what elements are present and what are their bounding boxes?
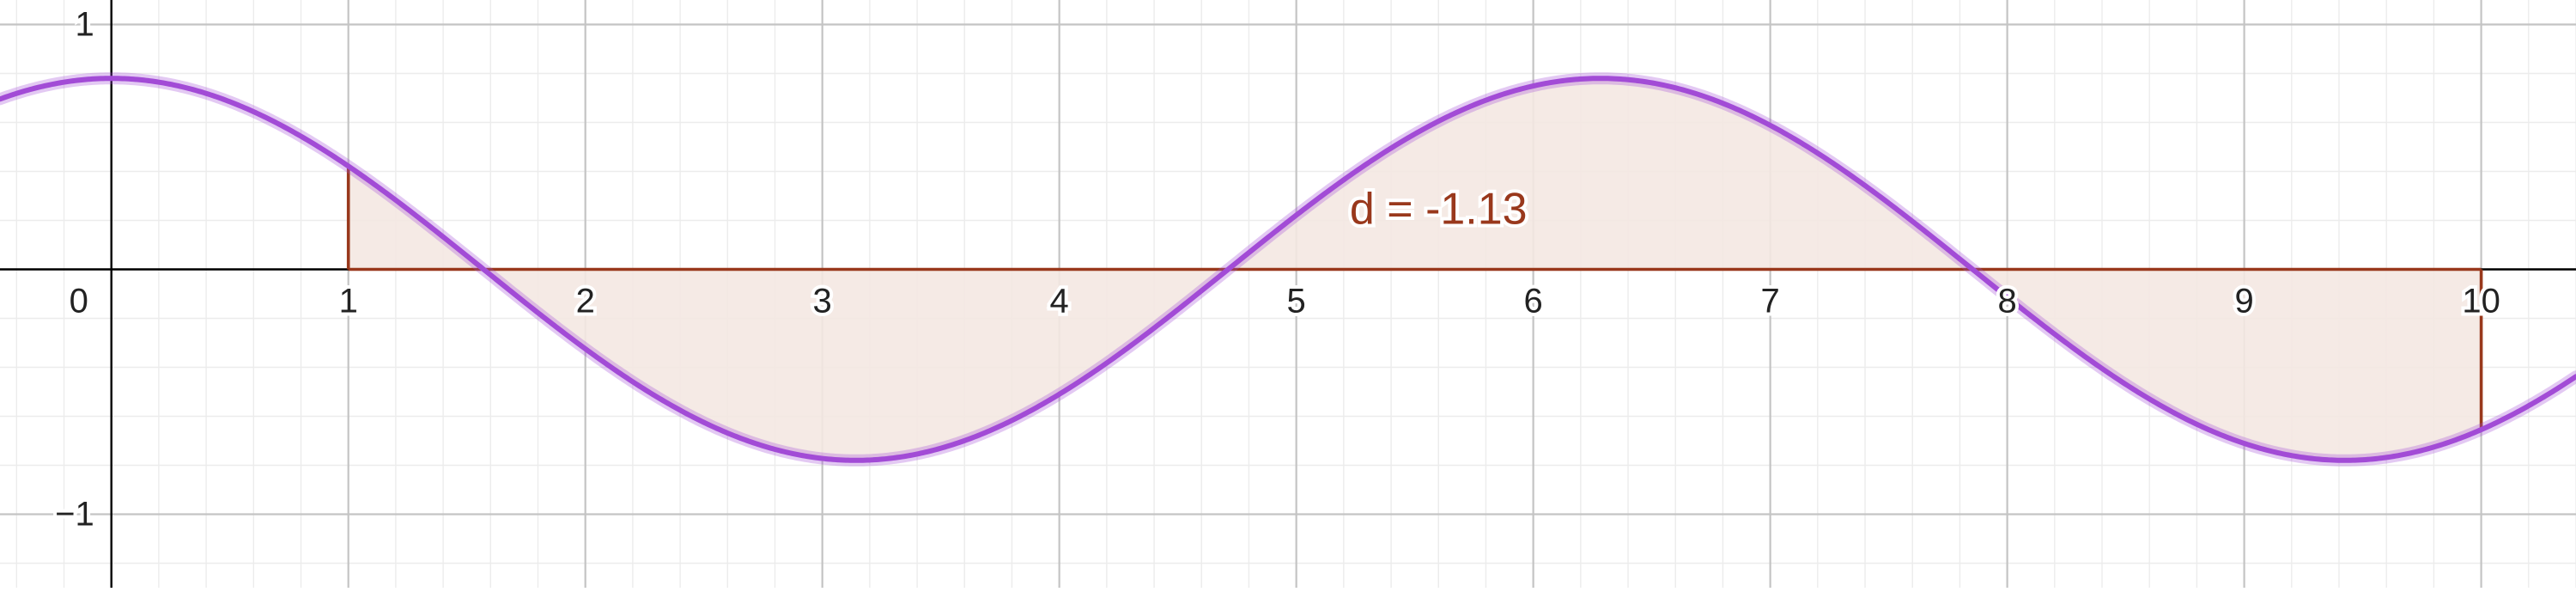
- x-tick-label: 10: [2462, 283, 2500, 320]
- y-tick-label: 1: [75, 6, 94, 44]
- tick-labels: 0 1 2 3 4 5 6 7 8 9 10 1 −1: [52, 3, 2504, 537]
- function-curve[interactable]: [0, 76, 2576, 463]
- x-tick-label: 1: [339, 283, 358, 320]
- y-tick-label: −1: [55, 496, 94, 534]
- x-tick-label: 4: [1050, 283, 1069, 320]
- x-tick-label: 0: [70, 283, 88, 320]
- x-tick-label: 7: [1761, 283, 1780, 320]
- shaded-area-border: [346, 166, 2483, 430]
- x-tick-label: 2: [576, 283, 595, 320]
- x-tick-label: 5: [1287, 283, 1306, 320]
- x-tick-label: 6: [1524, 283, 1543, 320]
- area-value-label[interactable]: d = -1.13: [1346, 180, 1531, 237]
- x-tick-label: 8: [1998, 283, 2017, 320]
- x-tick-label: 3: [813, 283, 832, 320]
- x-tick-label: 9: [2234, 283, 2253, 320]
